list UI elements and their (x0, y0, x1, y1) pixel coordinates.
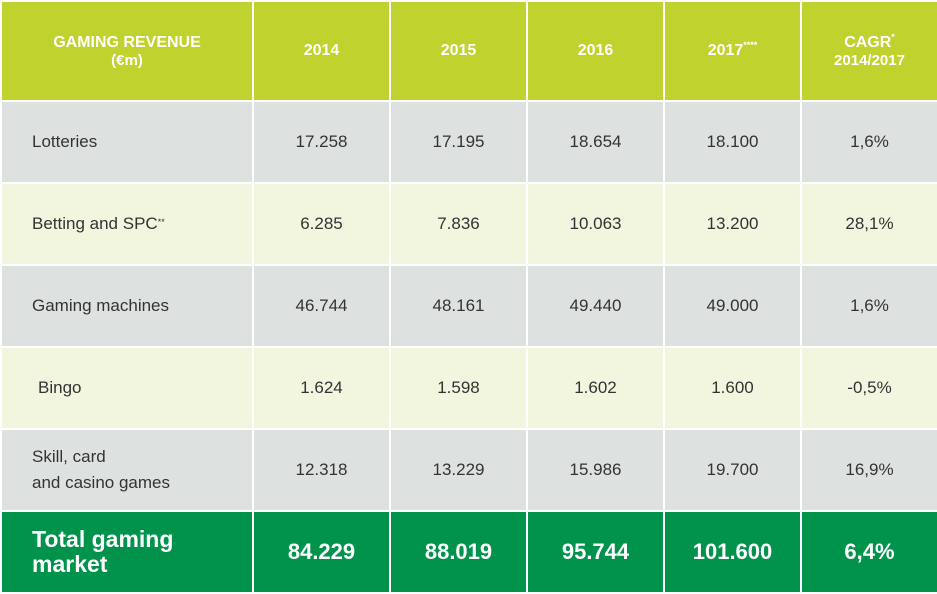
header-title: GAMING REVENUE (53, 33, 201, 51)
table-row: Betting and SPC** 6.285 7.836 10.063 13.… (2, 184, 937, 264)
footnote-mark: **** (743, 40, 758, 50)
cagr-cell: -0,5% (802, 348, 937, 428)
footnote-mark: * (891, 31, 895, 42)
total-cell: 84.229 (254, 512, 389, 592)
header-year-2017: 2017 (707, 42, 744, 59)
row-label-line2: and casino games (32, 473, 170, 492)
table-cell: 6.285 (254, 184, 389, 264)
table-cell: 17.258 (254, 102, 389, 182)
header-unit: (€m) (111, 51, 143, 69)
table-cell: 18.654 (528, 102, 663, 182)
header-cagr-cell: CAGR* 2014/2017 (802, 2, 937, 100)
total-row: Total gaming market 84.229 88.019 95.744… (2, 512, 937, 592)
row-label-cell: Skill, card and casino games (2, 430, 252, 510)
header-year-2016: 2016 (528, 2, 663, 100)
row-label-cell: Betting and SPC** (2, 184, 252, 264)
total-cell: 88.019 (391, 512, 526, 592)
table-row: Gaming machines 46.744 48.161 49.440 49.… (2, 266, 937, 346)
table-cell: 13.229 (391, 430, 526, 510)
table-cell: 7.836 (391, 184, 526, 264)
table-cell: 17.195 (391, 102, 526, 182)
table-cell: 1.600 (665, 348, 800, 428)
table-cell: 19.700 (665, 430, 800, 510)
table-cell: 48.161 (391, 266, 526, 346)
row-label: Bingo (2, 348, 252, 428)
table-row: Bingo 1.624 1.598 1.602 1.600 -0,5% (2, 348, 937, 428)
row-label: Betting and SPC (32, 214, 158, 233)
header-year-2017-cell: 2017**** (665, 2, 800, 100)
footnote-mark: ** (157, 217, 165, 227)
total-label-line2: market (32, 551, 108, 577)
total-cell: 101.600 (665, 512, 800, 592)
table-cell: 18.100 (665, 102, 800, 182)
header-year-2014: 2014 (254, 2, 389, 100)
cagr-cell: 28,1% (802, 184, 937, 264)
row-label: Gaming machines (2, 266, 252, 346)
cagr-cell: 1,6% (802, 102, 937, 182)
table-cell: 1.602 (528, 348, 663, 428)
total-cell: 95.744 (528, 512, 663, 592)
header-cagr-label: CAGR (844, 33, 892, 51)
cagr-cell: 16,9% (802, 430, 937, 510)
table-cell: 1.598 (391, 348, 526, 428)
table-row: Skill, card and casino games 12.318 13.2… (2, 430, 937, 510)
total-label-cell: Total gaming market (2, 512, 252, 592)
total-cagr-cell: 6,4% (802, 512, 937, 592)
total-label-line1: Total gaming (32, 526, 174, 552)
table-cell: 46.744 (254, 266, 389, 346)
table-cell: 49.000 (665, 266, 800, 346)
cagr-cell: 1,6% (802, 266, 937, 346)
table-header-row: GAMING REVENUE (€m) 2014 2015 2016 2017*… (2, 2, 937, 100)
table-cell: 15.986 (528, 430, 663, 510)
table-row: Lotteries 17.258 17.195 18.654 18.100 1,… (2, 102, 937, 182)
table-cell: 10.063 (528, 184, 663, 264)
table-cell: 1.624 (254, 348, 389, 428)
header-title-cell: GAMING REVENUE (€m) (2, 2, 252, 100)
row-label: Lotteries (2, 102, 252, 182)
table-cell: 12.318 (254, 430, 389, 510)
table-cell: 13.200 (665, 184, 800, 264)
header-year-2015: 2015 (391, 2, 526, 100)
table-cell: 49.440 (528, 266, 663, 346)
header-cagr-period: 2014/2017 (834, 51, 905, 69)
row-label-line1: Skill, card (32, 447, 106, 466)
